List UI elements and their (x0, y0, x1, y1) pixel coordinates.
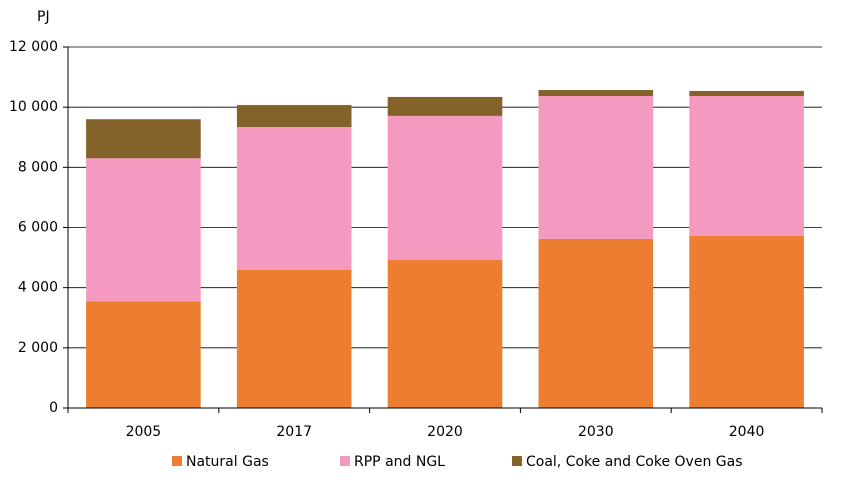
bar-segment (538, 238, 654, 408)
y-tick-label: 2 000 (18, 340, 58, 356)
bar-segment (689, 90, 804, 97)
y-tick-label: 6 000 (18, 220, 58, 236)
bar-segment (86, 119, 201, 159)
y-tick-label: 4 000 (18, 280, 58, 296)
legend-label: Natural Gas (186, 454, 269, 470)
y-tick-label: 8 000 (18, 159, 58, 175)
legend-label: Coal, Coke and Coke Oven Gas (526, 454, 743, 470)
legend-swatch (172, 456, 182, 466)
y-tick-label: 12 000 (9, 39, 58, 55)
x-tick-label: 2030 (578, 424, 614, 440)
x-tick-label: 2005 (126, 424, 162, 440)
legend-swatch (512, 456, 522, 466)
bar-segment (236, 269, 352, 408)
bar-segment (387, 115, 503, 260)
bar-segment (387, 259, 503, 408)
x-tick-label: 2017 (276, 424, 312, 440)
x-tick-label: 2040 (729, 424, 765, 440)
bar-segment (689, 235, 804, 408)
bar-segment (236, 127, 352, 270)
bar-segment (86, 158, 201, 302)
bar-segment (236, 105, 352, 128)
bar-segment (689, 96, 804, 236)
y-tick-label: 0 (49, 400, 58, 416)
legend-swatch (340, 456, 350, 466)
bar-segment (538, 96, 654, 239)
y-axis-label: PJ (37, 9, 50, 25)
legend-label: RPP and NGL (354, 454, 445, 470)
y-tick-label: 10 000 (9, 99, 58, 115)
bar-segment (86, 301, 201, 408)
bar-segment (387, 96, 503, 116)
bar-segment (538, 90, 654, 97)
x-tick-label: 2020 (427, 424, 463, 440)
